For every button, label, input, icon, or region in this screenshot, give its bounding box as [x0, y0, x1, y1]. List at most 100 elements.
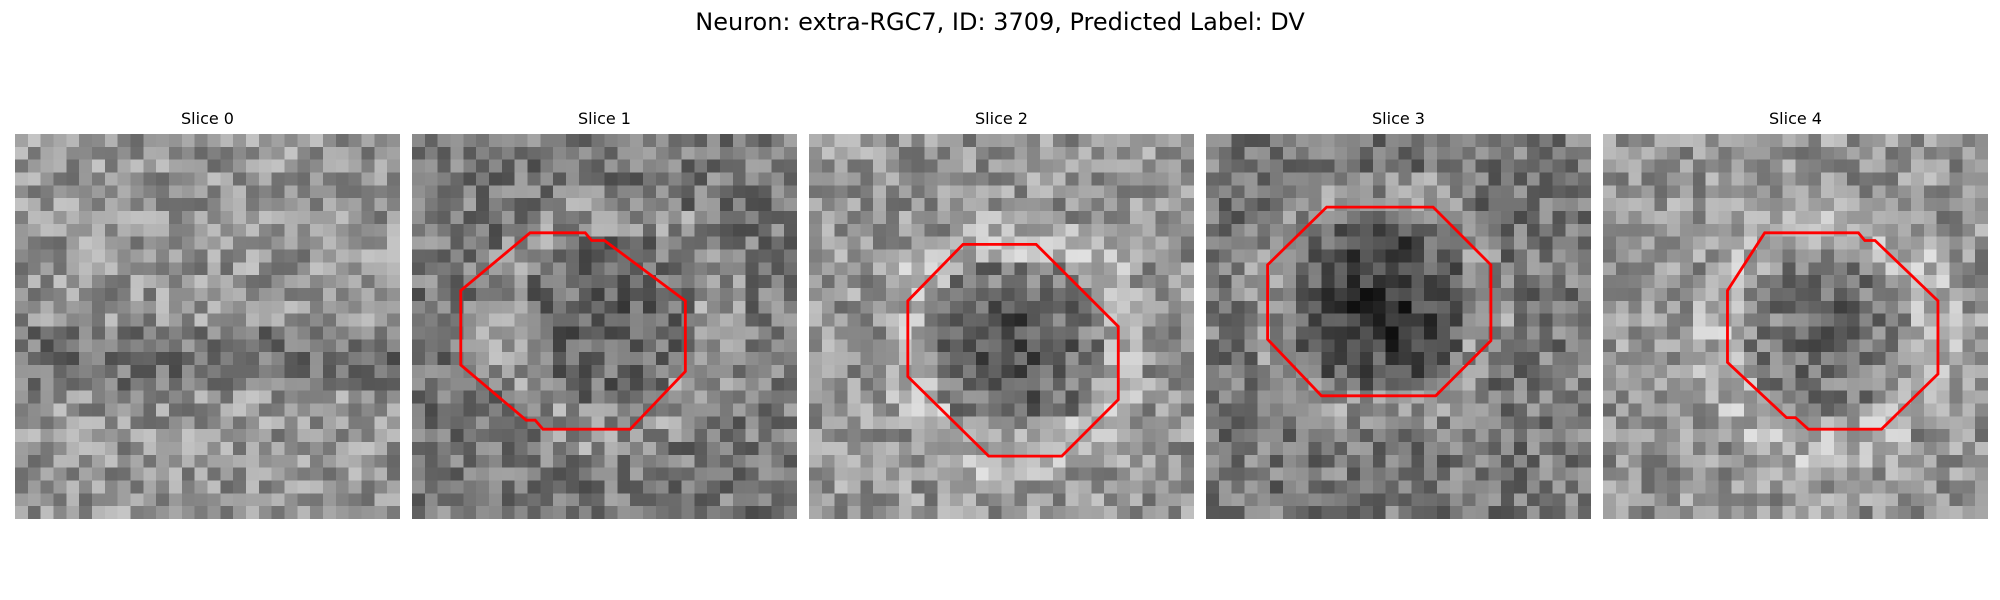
- pixel: [1718, 300, 1732, 314]
- pixel: [1295, 442, 1309, 456]
- pixel: [527, 339, 541, 353]
- pixel: [1117, 352, 1131, 366]
- pixel: [1565, 275, 1579, 289]
- pixel: [1027, 467, 1041, 481]
- pixel: [1949, 365, 1963, 379]
- pixel: [489, 467, 503, 481]
- pixel: [1949, 390, 1963, 404]
- pixel: [1117, 185, 1131, 199]
- pixel: [1731, 300, 1745, 314]
- pixel: [1821, 146, 1835, 160]
- pixel: [578, 198, 592, 212]
- pixel: [566, 467, 580, 481]
- pixel: [1757, 211, 1771, 225]
- pixel: [1705, 480, 1719, 494]
- pixel: [1295, 172, 1309, 186]
- pixel: [424, 416, 438, 430]
- pixel: [873, 134, 887, 148]
- pixel: [1834, 223, 1848, 237]
- pixel: [156, 146, 170, 160]
- pixel: [1142, 288, 1156, 302]
- pixel: [809, 493, 823, 507]
- pixel: [489, 352, 503, 366]
- pixel: [1181, 377, 1194, 391]
- pixel: [169, 146, 183, 160]
- pixel: [335, 211, 349, 225]
- pixel: [130, 339, 144, 353]
- pixel: [566, 211, 580, 225]
- pixel: [1680, 159, 1694, 173]
- pixel: [527, 506, 541, 519]
- pixel: [1257, 146, 1271, 160]
- pixel: [1257, 480, 1271, 494]
- pixel: [1475, 236, 1489, 250]
- pixel: [1437, 288, 1451, 302]
- pixel: [707, 185, 721, 199]
- pixel: [617, 300, 631, 314]
- pixel: [1526, 146, 1540, 160]
- pixel: [1334, 288, 1348, 302]
- pixel: [1615, 198, 1629, 212]
- pixel: [1744, 313, 1758, 327]
- pixel: [553, 223, 567, 237]
- pixel: [860, 159, 874, 173]
- pixel: [1321, 352, 1335, 366]
- pixel: [1654, 442, 1668, 456]
- pixel: [361, 198, 375, 212]
- pixel: [553, 339, 567, 353]
- pixel: [79, 236, 93, 250]
- pixel: [1270, 288, 1284, 302]
- pixel: [1680, 442, 1694, 456]
- pixel: [527, 442, 541, 456]
- pixel: [911, 416, 925, 430]
- pixel: [323, 313, 337, 327]
- pixel: [668, 223, 682, 237]
- pixel: [1449, 249, 1463, 263]
- pixel: [246, 326, 260, 340]
- pixel: [1014, 442, 1028, 456]
- pixel: [1244, 442, 1258, 456]
- pixel: [1270, 429, 1284, 443]
- pixel: [1411, 326, 1425, 340]
- pixel: [1372, 352, 1386, 366]
- pixel: [169, 159, 183, 173]
- pixel: [668, 454, 682, 468]
- pixel: [27, 159, 41, 173]
- pixel: [1898, 236, 1912, 250]
- pixel: [1834, 172, 1848, 186]
- pixel: [361, 339, 375, 353]
- pixel: [963, 403, 977, 417]
- pixel: [1846, 454, 1860, 468]
- pixel: [1104, 300, 1118, 314]
- pixel: [143, 377, 157, 391]
- pixel: [1129, 390, 1143, 404]
- pixel: [220, 390, 234, 404]
- pixel: [937, 134, 951, 148]
- pixel: [1117, 146, 1131, 160]
- pixel: [1244, 211, 1258, 225]
- pixel: [553, 454, 567, 468]
- pixel: [1437, 275, 1451, 289]
- pixel: [53, 326, 67, 340]
- pixel: [1514, 454, 1528, 468]
- pixel: [758, 377, 772, 391]
- pixel: [194, 365, 208, 379]
- pixel: [1347, 211, 1361, 225]
- pixel: [1526, 352, 1540, 366]
- pixel: [1424, 159, 1438, 173]
- pixel: [1218, 172, 1232, 186]
- pixel: [1539, 249, 1553, 263]
- pixel: [1218, 236, 1232, 250]
- pixel: [1360, 365, 1374, 379]
- pixel: [963, 262, 977, 276]
- pixel: [847, 262, 861, 276]
- pixel: [643, 249, 657, 263]
- pixel: [1539, 288, 1553, 302]
- pixel: [617, 480, 631, 494]
- pixel: [1539, 390, 1553, 404]
- pixel: [156, 236, 170, 250]
- pixel: [424, 339, 438, 353]
- pixel: [1129, 198, 1143, 212]
- pixel: [937, 429, 951, 443]
- pixel: [15, 429, 29, 443]
